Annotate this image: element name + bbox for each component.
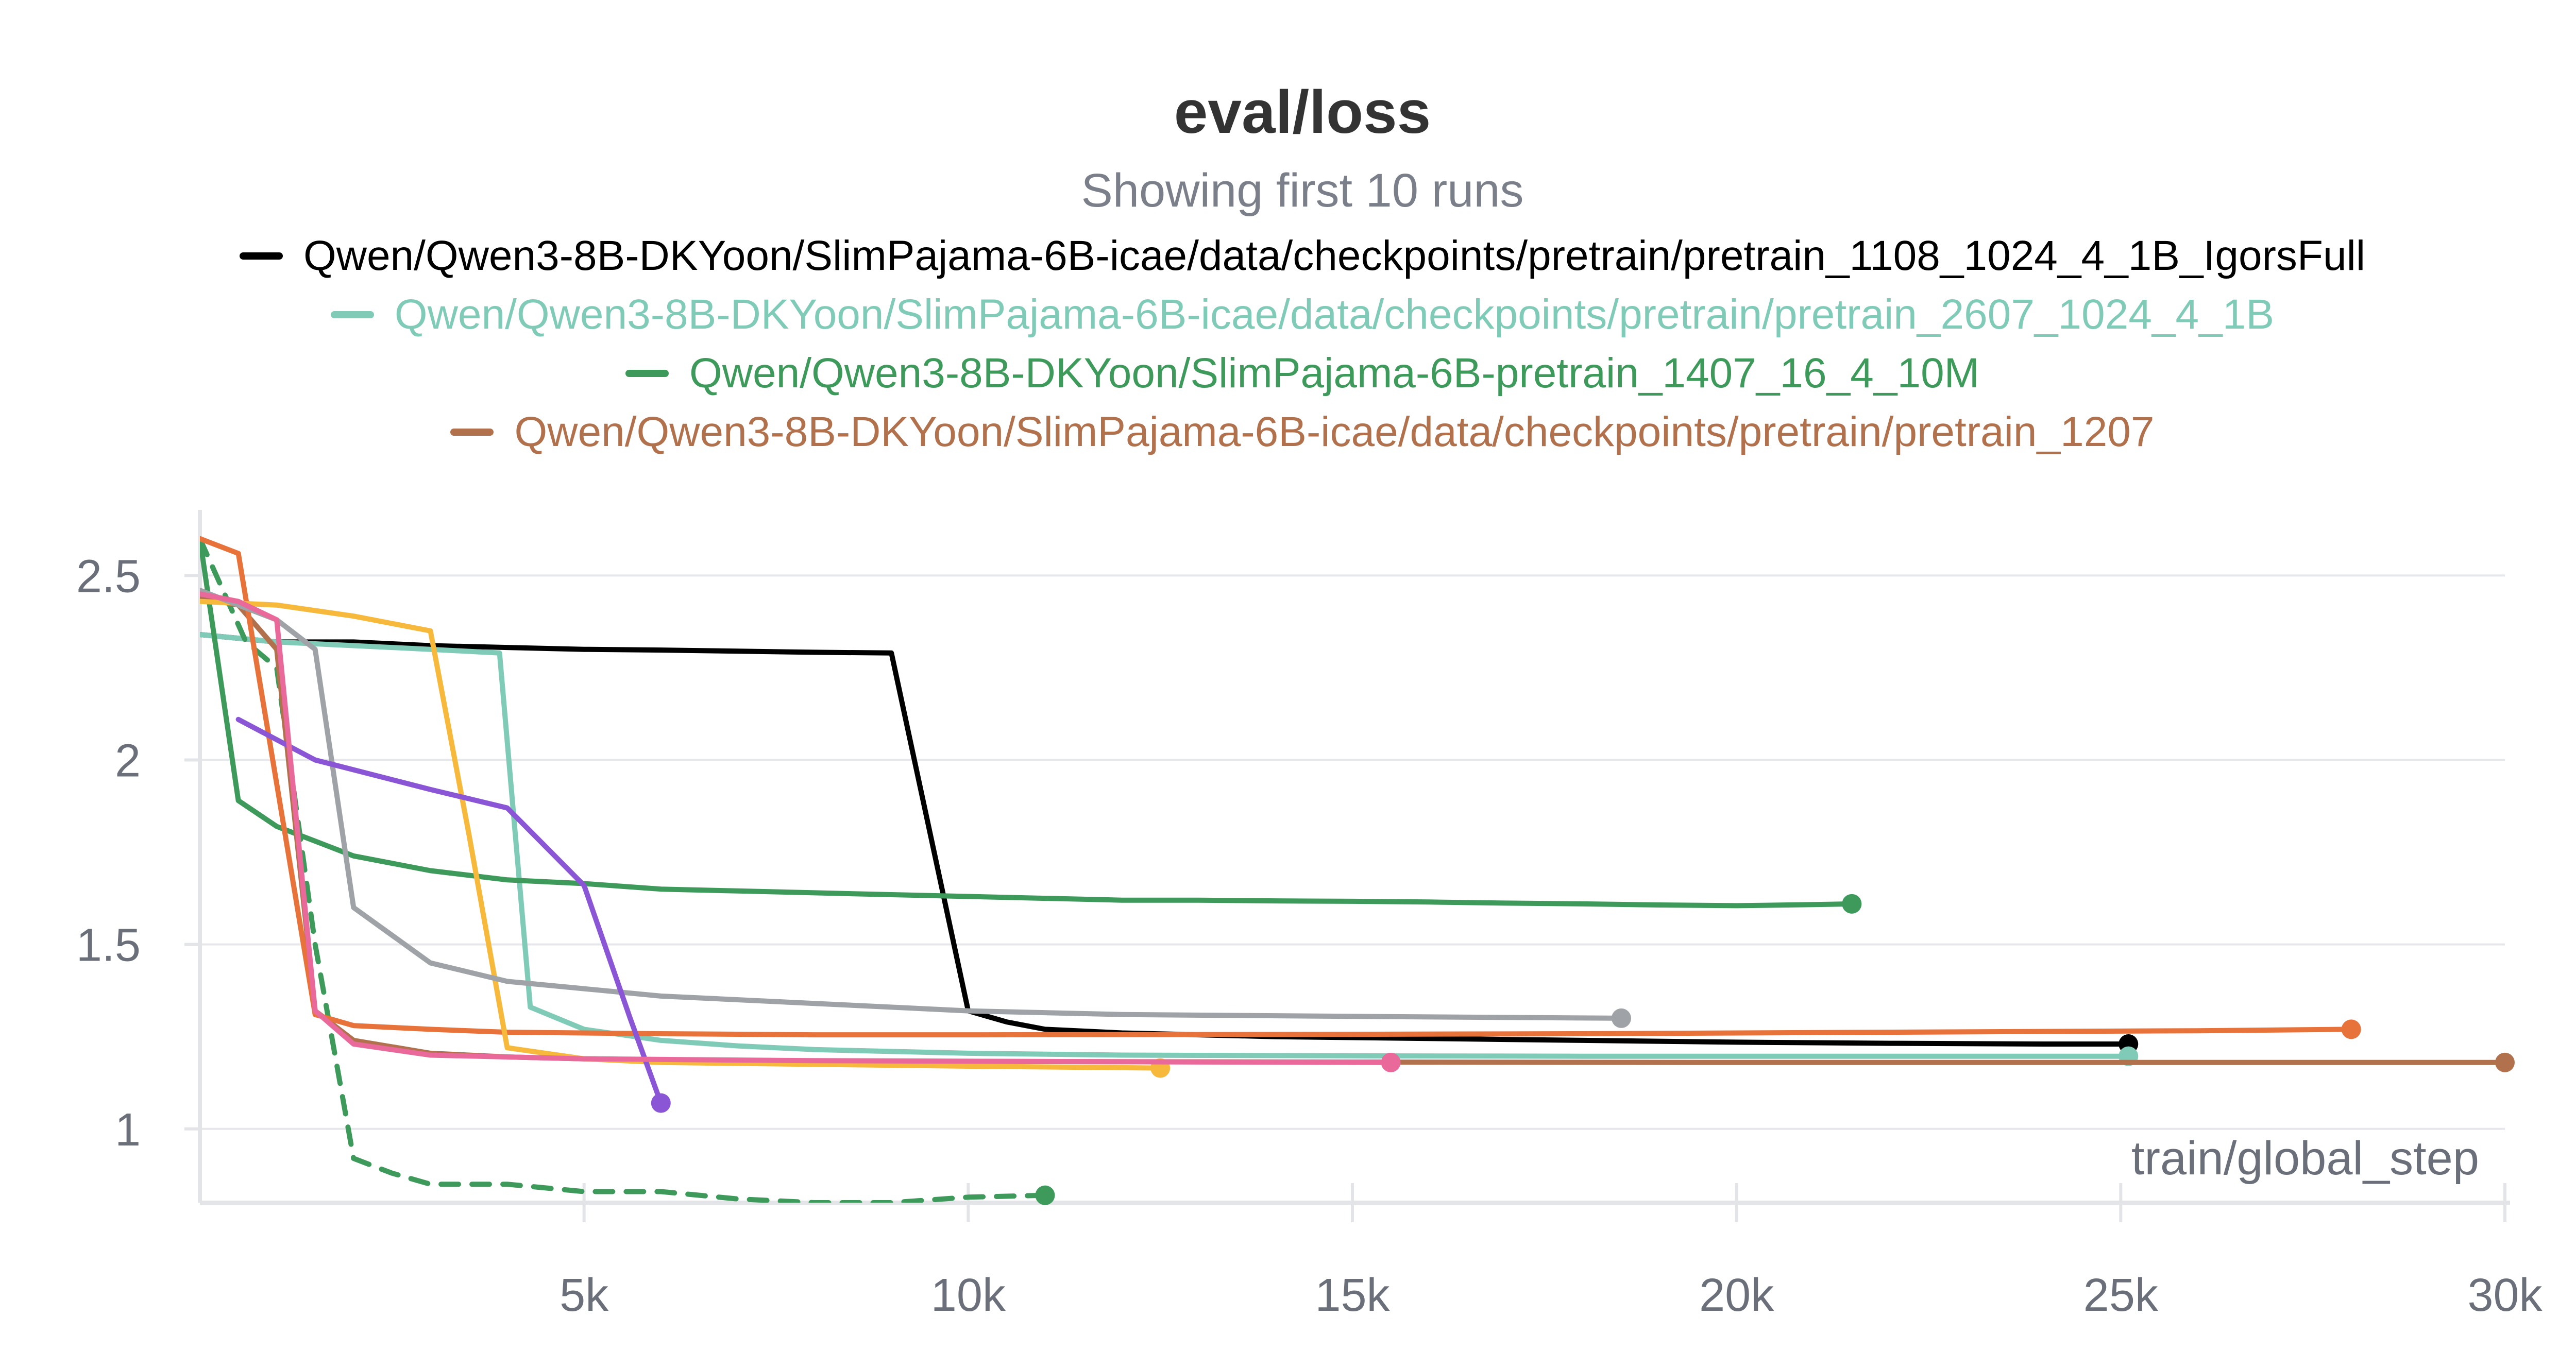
series-end-point [651,1093,671,1113]
x-tick-label: 20k [1699,1270,1774,1321]
series-end-point [2495,1052,2515,1072]
x-tick-label: 10k [931,1270,1006,1321]
legend-item[interactable]: Qwen/Qwen3-8B-DKYoon/SlimPajama-6B-icae/… [0,285,2576,344]
series-end-point [2341,1019,2361,1039]
legend-item[interactable]: Qwen/Qwen3-8B-DKYoon/SlimPajama-6B-icae/… [0,227,2576,285]
legend-item[interactable]: Qwen/Qwen3-8B-DKYoon/SlimPajama-6B-pretr… [0,344,2576,403]
legend-label: Qwen/Qwen3-8B-DKYoon/SlimPajama-6B-icae/… [303,232,2366,279]
series-end-point [1035,1185,1055,1205]
series-end-point [1381,1052,1401,1072]
y-tick-label: 2.5 [76,551,141,602]
legend-item[interactable]: Qwen/Qwen3-8B-DKYoon/SlimPajama-6B-icae/… [0,403,2576,461]
series-line [200,598,1163,1071]
series-line [200,536,2354,1038]
x-tick-label: 30k [2467,1270,2543,1321]
chart-title: eval/loss [1174,78,1431,146]
legend-swatch [330,311,374,318]
series-line [235,716,664,1106]
x-tick-label: 25k [2083,1270,2159,1321]
series-line [200,632,2131,1047]
series-line [200,536,1855,909]
y-tick-label: 1.5 [76,920,141,971]
legend-label: Qwen/Qwen3-8B-DKYoon/SlimPajama-6B-pretr… [689,350,1979,397]
y-tick-label: 2 [115,736,141,787]
legend-label: Qwen/Qwen3-8B-DKYoon/SlimPajama-6B-icae/… [514,408,2155,455]
x-tick-label: 15k [1315,1270,1390,1321]
y-tick-label: 1 [115,1104,141,1156]
chart-subtitle: Showing first 10 runs [1081,164,1524,217]
x-axis-label: train/global_step [2131,1132,2479,1185]
series-line [200,536,1048,1203]
x-tick-label: 5k [560,1270,609,1321]
legend-swatch [239,252,283,260]
legend: Qwen/Qwen3-8B-DKYoon/SlimPajama-6B-icae/… [0,227,2576,461]
series-line [200,591,1394,1065]
legend-swatch [625,370,669,377]
legend-swatch [450,429,494,436]
series-line [200,632,2131,1059]
series-line [200,595,2507,1065]
series-end-point [1611,1008,1631,1028]
legend-label: Qwen/Qwen3-8B-DKYoon/SlimPajama-6B-icae/… [394,291,2275,338]
series-line [200,588,1624,1021]
series-end-point [1842,894,1862,914]
